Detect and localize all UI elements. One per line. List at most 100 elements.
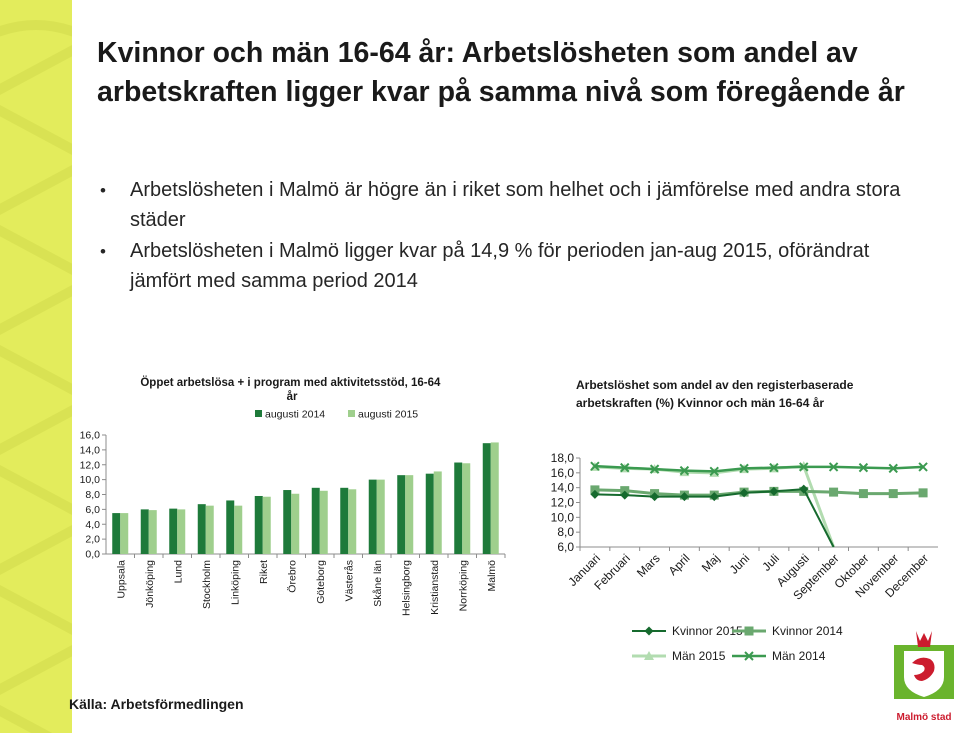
line-point (679, 492, 689, 502)
line-chart-series (589, 461, 928, 548)
bullet-list: Arbetslösheten i Malmö är högre än i rik… (97, 176, 927, 298)
bar-category-label: Helsingborg (400, 560, 412, 616)
bar-chart: Öppet arbetslösa + i program med aktivit… (80, 376, 506, 616)
line-chart-title-line: Arbetslöshet som andel av den registerba… (576, 378, 854, 392)
line-point (858, 489, 868, 499)
bar-2014 (482, 443, 491, 554)
line-point (649, 464, 660, 474)
line-y-tick-label: 8,0 (557, 525, 574, 539)
line-point (650, 492, 660, 502)
bar-2015 (291, 493, 300, 554)
bar-y-tick-label: 10,0 (80, 474, 101, 486)
bar-2014 (254, 495, 263, 554)
line-y-tick-label: 18,0 (551, 451, 575, 465)
bar-2015 (433, 471, 442, 554)
bar-2014 (425, 473, 434, 554)
bar-2015 (405, 475, 414, 554)
line-point (744, 626, 754, 636)
bar-category-label: Uppsala (115, 560, 127, 599)
line-chart-axes: 6,08,010,012,014,016,018,0 (551, 451, 938, 554)
bar-category-label: Lund (172, 560, 184, 584)
line-point (769, 462, 779, 473)
line-series (590, 484, 835, 548)
line-point (888, 489, 898, 499)
line-point (739, 463, 749, 474)
malmo-stad-logo: Malmö stad (890, 627, 958, 731)
line-y-tick-label: 10,0 (551, 510, 575, 524)
line-point (620, 462, 630, 473)
line-point (858, 462, 869, 473)
bar-category-label: Linköping (229, 560, 241, 605)
line-point (739, 488, 749, 498)
bar-category-label: Kristianstad (429, 560, 441, 615)
line-point (918, 462, 928, 472)
bullet-item: Arbetslösheten i Malmö är högre än i rik… (97, 176, 927, 235)
line-legend-label: Kvinnor 2014 (772, 624, 843, 638)
bar-category-label: Jönköping (144, 560, 156, 608)
bar-category-label: Norrköping (457, 560, 469, 612)
bar-y-tick-label: 8,0 (85, 489, 100, 501)
bar-legend-label: augusti 2015 (358, 409, 418, 421)
bar-2015 (234, 505, 243, 554)
bar-y-tick-label: 0,0 (85, 549, 100, 561)
bar-y-tick-label: 12,0 (80, 459, 101, 471)
line-month-label: Juli (759, 551, 782, 574)
line-point (709, 492, 719, 502)
bar-2015 (148, 510, 157, 554)
line-legend-label: Kvinnor 2015 (672, 624, 743, 638)
bar-2015 (120, 513, 129, 554)
bar-chart-bars (112, 442, 499, 554)
line-chart-legend: Kvinnor 2015 Kvinnor 2014 Män 2015 Män 2014 (632, 624, 843, 663)
line-series-path (594, 464, 924, 473)
bar-2015 (462, 463, 471, 554)
line-legend-label: Män 2014 (772, 649, 826, 663)
bar-category-label: Västerås (343, 560, 355, 601)
bar-y-tick-label: 6,0 (85, 504, 100, 516)
bar-legend-label: augusti 2014 (265, 409, 325, 421)
bar-2015 (262, 496, 271, 554)
bar-2014 (454, 462, 463, 554)
bar-y-tick-label: 2,0 (85, 534, 100, 546)
line-legend-item: Män 2014 (732, 649, 826, 663)
bar-y-tick-label: 4,0 (85, 519, 100, 531)
line-point (644, 626, 654, 636)
bar-2014 (112, 513, 121, 554)
bar-2015 (376, 479, 385, 554)
bar-2014 (368, 479, 377, 554)
decorative-stripe (0, 0, 72, 733)
bar-2015 (319, 490, 328, 554)
bar-2014 (340, 487, 349, 554)
bar-2014 (169, 508, 178, 554)
line-month-label: Maj (699, 551, 723, 575)
line-point (799, 484, 809, 494)
bar-2015 (490, 442, 499, 554)
slide-title: Kvinnor och män 16-64 år: Arbetslösheten… (97, 37, 905, 108)
bar-y-tick-label: 14,0 (80, 444, 101, 456)
bar-chart-title-line: Öppet arbetslösa + i program med aktivit… (140, 376, 441, 389)
line-point (769, 486, 779, 496)
line-point (679, 465, 690, 476)
bar-chart-title-line: år (287, 391, 298, 403)
line-chart: Arbetslöshet som andel av den registerba… (551, 378, 938, 663)
line-point (888, 463, 898, 474)
line-month-label: April (666, 551, 693, 578)
city-crest-icon (894, 631, 954, 699)
line-point (799, 462, 809, 472)
line-legend-item: Kvinnor 2015 (632, 624, 743, 638)
bar-2015 (348, 489, 357, 554)
bullet-item: Arbetslösheten i Malmö ligger kvar på 14… (97, 237, 927, 296)
bar-2014 (283, 490, 292, 554)
line-y-tick-label: 12,0 (551, 496, 575, 510)
line-point (828, 462, 839, 472)
line-legend-item: Män 2015 (632, 649, 726, 663)
line-point (590, 489, 600, 499)
line-y-tick-label: 16,0 (551, 466, 575, 480)
bar-2015 (177, 509, 186, 554)
bar-category-label: Riket (258, 560, 270, 584)
bar-category-label: Örebro (286, 560, 298, 593)
bar-2014 (140, 509, 149, 554)
line-point (829, 487, 839, 497)
bar-2014 (226, 500, 235, 554)
line-chart-title-line: arbetskraften (%) Kvinnor och män 16-64 … (576, 396, 824, 410)
source-note: Källa: Arbetsförmedlingen (69, 696, 244, 712)
